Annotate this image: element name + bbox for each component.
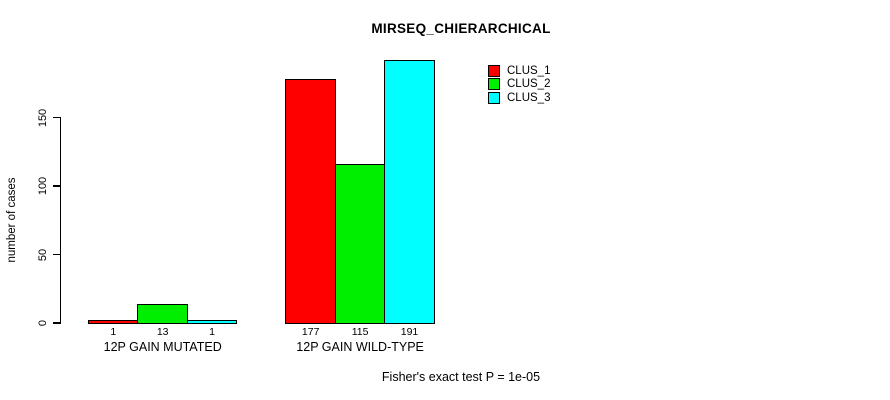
legend-swatch-clus_2: [488, 78, 500, 91]
bar-clus_1-1: [87, 320, 139, 325]
y-axis-title: number of cases: [6, 177, 18, 263]
bar-clus_2-2: [334, 164, 386, 325]
y-tick-label: 150: [37, 108, 49, 127]
y-tick-label: 0: [37, 319, 49, 327]
bar-value-label: 115: [351, 326, 369, 338]
bar-value-label: 177: [301, 326, 320, 338]
bar-value-label: 1: [209, 326, 216, 338]
category-label: 12P GAIN MUTATED: [103, 339, 222, 354]
y-tick-mark: [53, 116, 61, 119]
y-tick-mark: [53, 322, 61, 324]
y-axis-line: [60, 116, 62, 324]
bar-clus_3-2: [384, 59, 435, 325]
bar-clus_1-2: [285, 79, 337, 325]
stat-caption: Fisher's exact test P = 1e-05: [381, 370, 541, 384]
legend-label-clus_2: CLUS_2: [507, 78, 551, 91]
y-tick-mark: [53, 185, 61, 187]
bar-clus_3-1: [186, 320, 238, 325]
bar-value-label: 191: [400, 326, 419, 338]
bar-value-label: 1: [110, 326, 117, 338]
bar-clus_2-1: [137, 303, 189, 325]
y-tick-label: 100: [37, 176, 49, 196]
y-tick-mark: [53, 253, 61, 256]
y-tick-label: 50: [37, 248, 49, 261]
chart-title: MIRSEQ_CHIERARCHICAL: [371, 21, 551, 36]
legend-label-clus_1: CLUS_1: [507, 65, 551, 77]
legend-swatch-clus_1: [488, 65, 500, 77]
legend-swatch-clus_3: [488, 91, 500, 104]
category-label: 12P GAIN WILD-TYPE: [296, 339, 424, 354]
legend-label-clus_3: CLUS_3: [507, 91, 551, 104]
bar-value-label: 13: [156, 326, 169, 338]
